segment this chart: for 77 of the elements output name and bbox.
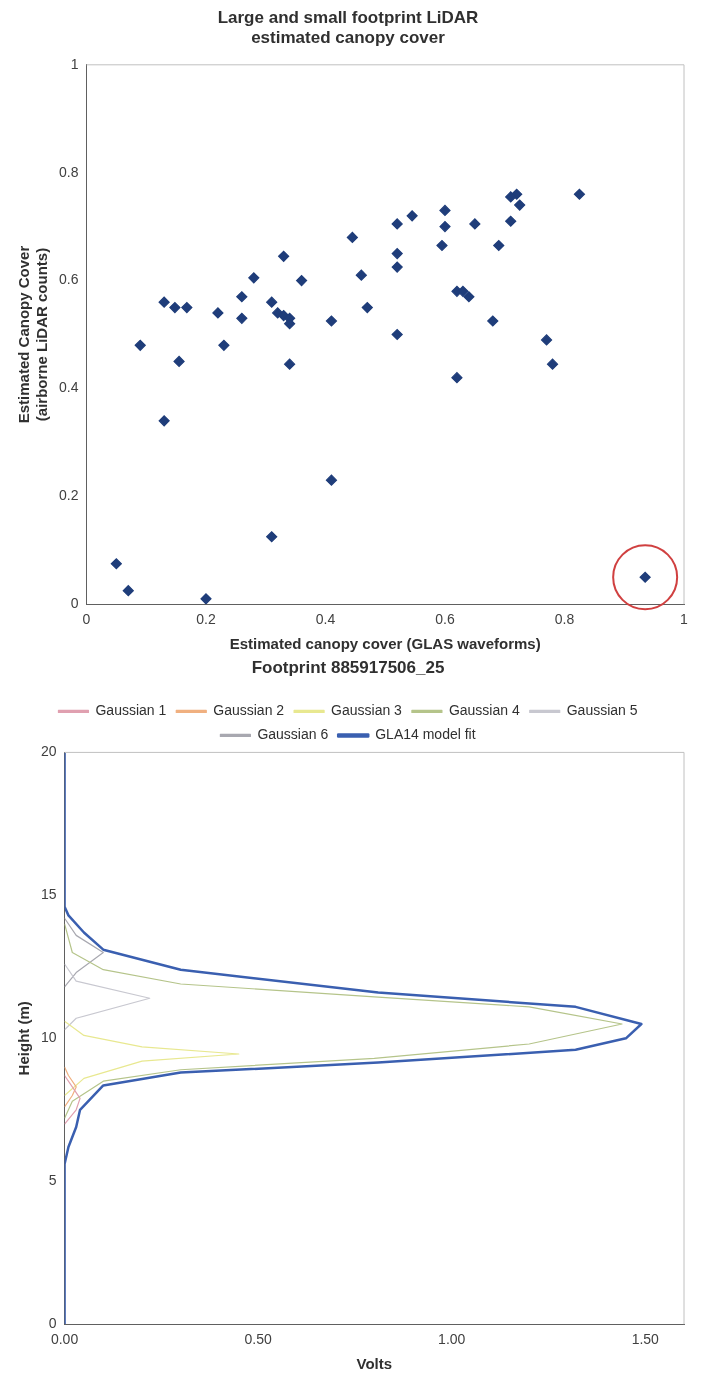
point [391, 247, 403, 260]
x-tick-label: 0.4 [315, 611, 336, 628]
point [110, 558, 122, 570]
legend-label: Gaussian 3 [331, 702, 403, 719]
point [278, 250, 290, 262]
point [295, 274, 308, 287]
y-tick-label: 0 [48, 1315, 57, 1332]
point [493, 239, 505, 252]
y-tick-label: 0.2 [58, 487, 79, 504]
point [505, 215, 517, 227]
legend-label: Gaussian 2 [213, 702, 285, 719]
x-tick-label: 1 [680, 611, 689, 628]
x-tick-label: 1.50 [631, 1331, 660, 1348]
point [169, 301, 181, 314]
point [573, 188, 586, 200]
point [540, 334, 553, 346]
x-tick-label: 0 [82, 611, 91, 628]
point [355, 269, 367, 281]
point [406, 210, 418, 222]
point [248, 272, 260, 284]
x-tick-label: 0.8 [554, 611, 575, 628]
x-tick-label: 0.50 [244, 1331, 272, 1348]
point [514, 199, 526, 211]
point [487, 315, 499, 327]
point [439, 221, 451, 233]
point [212, 307, 224, 319]
point [134, 339, 146, 351]
y-tick-label: 10 [40, 1029, 57, 1046]
legend-label: Gaussian 5 [566, 702, 638, 719]
y-tick-label: 15 [40, 886, 57, 903]
y-tick-label: 0.6 [58, 271, 79, 288]
legend-label: GLA14 model fit [375, 726, 476, 743]
point [236, 312, 248, 324]
point [236, 291, 248, 303]
point [266, 531, 278, 543]
x-tick-label: 1.00 [438, 1331, 466, 1348]
x-axis-title: Volts [356, 1355, 393, 1373]
x-tick-label: 0.2 [196, 611, 216, 628]
y-tick-label: 5 [48, 1172, 57, 1189]
point [451, 372, 463, 384]
point [284, 358, 296, 370]
x-axis-title: Estimated canopy cover (GLAS waveforms) [229, 635, 541, 653]
point [546, 358, 559, 370]
y-tick-label: 0.8 [58, 163, 79, 180]
point [325, 474, 338, 486]
point [325, 315, 338, 327]
point [266, 296, 278, 308]
point [122, 585, 134, 597]
point [391, 261, 403, 273]
point [391, 218, 403, 230]
chart-title: Footprint 885917506_25 [251, 657, 445, 677]
y-axis-title: Height (m) [15, 1001, 33, 1076]
point [436, 239, 448, 252]
y-tick-label: 20 [40, 743, 57, 760]
y-tick-label: 0 [70, 595, 79, 612]
y-tick-label: 0.4 [58, 379, 79, 396]
point [173, 355, 185, 368]
y-axis-title: Estimated Canopy Cover (airborne LiDAR counts) [15, 245, 51, 424]
point [469, 218, 481, 230]
y-tick-label: 1 [70, 55, 79, 72]
x-tick-label: 0.6 [435, 611, 455, 628]
point [158, 415, 170, 427]
point [463, 291, 475, 303]
point [391, 328, 403, 341]
point [346, 231, 358, 244]
legend-label: Gaussian 4 [448, 702, 520, 719]
point [439, 204, 451, 217]
point [200, 593, 212, 605]
point [505, 191, 517, 203]
point [218, 339, 230, 351]
legend-label: Gaussian 1 [95, 702, 167, 719]
point [361, 301, 373, 314]
legend-label: Gaussian 6 [257, 726, 329, 743]
chart-title: Large and small footprint LiDAR estimated canopy cover [217, 7, 479, 48]
x-tick-label: 0.00 [50, 1331, 79, 1348]
point [181, 301, 193, 314]
point [158, 296, 170, 308]
